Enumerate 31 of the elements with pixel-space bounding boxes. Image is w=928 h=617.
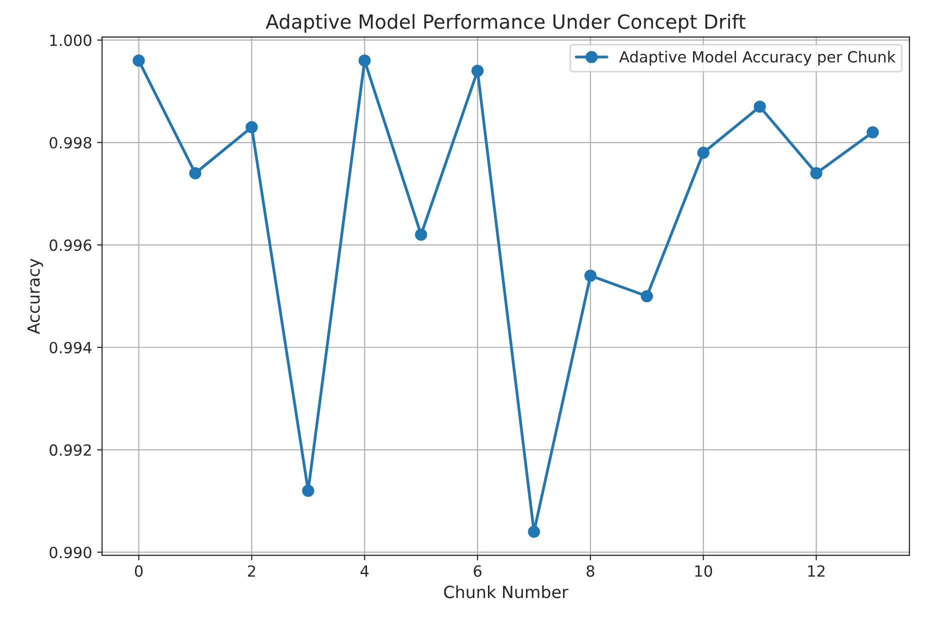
point xyxy=(471,64,484,77)
x-tick-label: 2 xyxy=(248,565,256,577)
point xyxy=(754,100,766,113)
point xyxy=(584,270,597,282)
y-tick-label: 0.996 xyxy=(50,239,92,251)
x-tick-label: 8 xyxy=(586,565,594,577)
point xyxy=(358,54,371,67)
y-tick-label: 0.992 xyxy=(50,444,91,456)
point xyxy=(697,146,710,159)
x-tick-label: 10 xyxy=(695,565,712,577)
x-tick-label: 12 xyxy=(808,565,824,577)
point xyxy=(189,167,202,180)
point xyxy=(810,167,822,180)
point xyxy=(414,228,428,241)
y-tick-label: 0.990 xyxy=(50,546,92,558)
x-tick-label: 4 xyxy=(360,565,369,577)
y-tick-label: 0.994 xyxy=(50,342,92,354)
y-tick-label: 1.000 xyxy=(50,34,92,46)
legend-label: Adaptive Model Accuracy per Chunk xyxy=(619,50,896,66)
chart-title: Adaptive Model Performance Under Concept Drift xyxy=(266,14,746,33)
point xyxy=(866,126,879,138)
point xyxy=(132,54,145,67)
y-axis-title: Accuracy xyxy=(27,258,44,334)
point xyxy=(640,290,653,302)
point xyxy=(246,121,258,134)
point xyxy=(528,526,540,538)
x-tick-label: 6 xyxy=(474,565,482,577)
y-tick-label: 0.998 xyxy=(50,136,92,149)
point xyxy=(302,484,314,497)
x-tick-label: 0 xyxy=(134,565,143,577)
x-axis-title: Chunk Number xyxy=(444,585,568,598)
